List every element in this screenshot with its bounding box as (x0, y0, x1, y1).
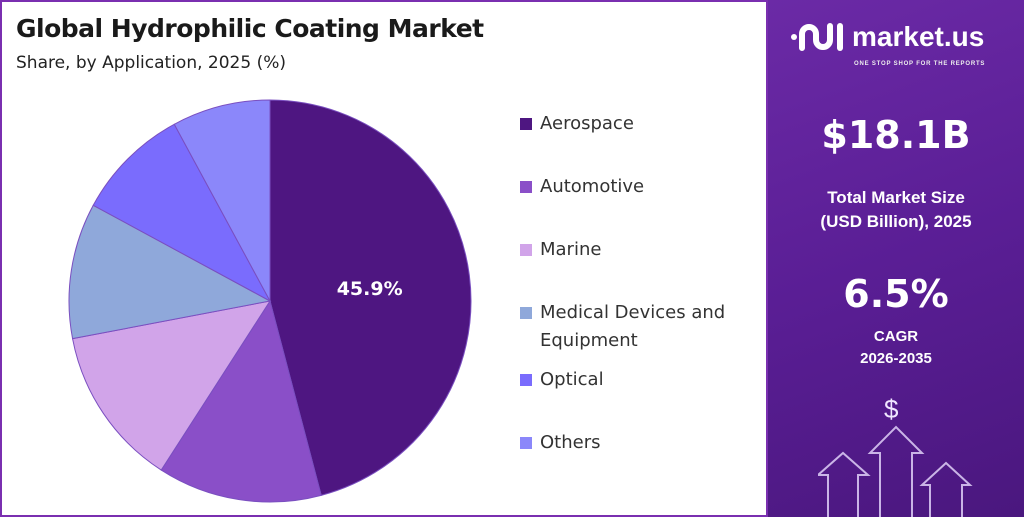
legend-label: Others (540, 432, 601, 453)
cagr-period: 2026-2035 (860, 350, 932, 367)
logo-icon (791, 23, 843, 51)
brand-name: market.us (852, 21, 985, 52)
legend-label: Optical (540, 369, 604, 390)
legend-item: Optical (520, 366, 604, 394)
chart-subtitle: Share, by Application, 2025 (%) (16, 53, 286, 73)
legend-item: Marine (520, 236, 601, 264)
summary-panel: market.us ONE STOP SHOP FOR THE REPORTS … (768, 0, 1024, 517)
legend-swatch (520, 181, 532, 193)
legend-label: Aerospace (540, 113, 634, 134)
pie-slice-marine (71, 300, 272, 471)
market-size-label: Total Market Size (827, 188, 965, 207)
legend-label: Marine (540, 239, 602, 260)
pie-slice-medical-devices-and-equipment (68, 204, 272, 340)
chart-panel: Global Hydrophilic Coating Market Share,… (0, 0, 768, 517)
growth-arrows-icon (818, 425, 973, 517)
legend-item: Aerospace (520, 110, 634, 138)
dollar-icon: $ (884, 394, 899, 424)
legend-swatch (520, 307, 532, 319)
pie-chart: 45.9% (68, 99, 472, 503)
legend-swatch (520, 244, 532, 256)
market-size-value: $18.1B (821, 113, 971, 157)
pie-slice-optical (92, 123, 272, 303)
legend-item: Medical Devices and Equipment (520, 299, 765, 355)
legend-label: Automotive (540, 176, 645, 197)
brand-tagline: ONE STOP SHOP FOR THE REPORTS (854, 61, 986, 67)
pie-slice-automotive (160, 299, 322, 503)
chart-title: Global Hydrophilic Coating Market (16, 14, 484, 43)
brand-logo: market.us (790, 20, 984, 54)
legend-swatch (520, 437, 532, 449)
legend-swatch (520, 374, 532, 386)
data-label: 45.9% (337, 278, 403, 300)
legend-item: Automotive (520, 173, 644, 201)
pie-slice-aerospace (269, 99, 472, 496)
market-size-sublabel: (USD Billion), 2025 (820, 212, 972, 231)
cagr-label: CAGR (873, 328, 919, 345)
legend-swatch (520, 118, 532, 130)
pie-slice-others (173, 99, 271, 302)
legend-label: Medical Devices and Equipment (540, 302, 726, 351)
cagr-value: 6.5% (843, 272, 949, 316)
legend-item: Others (520, 429, 601, 457)
